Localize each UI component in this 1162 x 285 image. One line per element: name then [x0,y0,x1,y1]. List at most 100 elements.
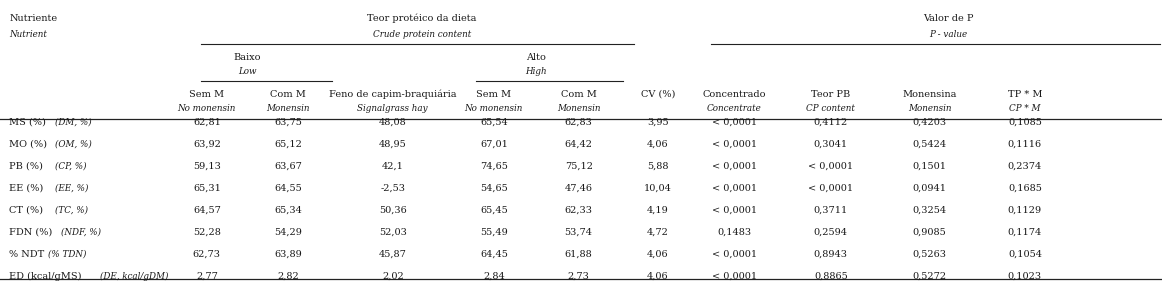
Text: 0,4203: 0,4203 [912,117,947,127]
Text: CP content: CP content [806,104,855,113]
Text: 64,57: 64,57 [193,206,221,215]
Text: < 0,0001: < 0,0001 [712,250,756,259]
Text: 52,03: 52,03 [379,228,407,237]
Text: Crude protein content: Crude protein content [373,30,471,39]
Text: Nutriente: Nutriente [9,14,57,23]
Text: 62,73: 62,73 [193,250,221,259]
Text: Monensin: Monensin [908,104,952,113]
Text: (DM, %): (DM, %) [55,117,92,127]
Text: < 0,0001: < 0,0001 [712,184,756,193]
Text: Teor protéico da dieta: Teor protéico da dieta [367,14,476,23]
Text: 52,28: 52,28 [193,228,221,237]
Text: 4,06: 4,06 [647,250,668,259]
Text: TP * M: TP * M [1007,89,1042,99]
Text: 65,54: 65,54 [480,117,508,127]
Text: 62,83: 62,83 [565,117,593,127]
Text: 0,1023: 0,1023 [1007,272,1042,281]
Text: 63,89: 63,89 [274,250,302,259]
Text: < 0,0001: < 0,0001 [712,140,756,148]
Text: 5,88: 5,88 [647,162,668,171]
Text: 4,19: 4,19 [647,206,668,215]
Text: Feno de capim-braquiária: Feno de capim-braquiária [329,89,457,99]
Text: 0,5272: 0,5272 [912,272,947,281]
Text: 2,73: 2,73 [568,272,589,281]
Text: 53,74: 53,74 [565,228,593,237]
Text: 64,42: 64,42 [565,140,593,148]
Text: 0,1685: 0,1685 [1007,184,1042,193]
Text: PB (%): PB (%) [9,162,46,171]
Text: Low: Low [238,67,257,76]
Text: < 0,0001: < 0,0001 [712,272,756,281]
Text: 62,33: 62,33 [565,206,593,215]
Text: 3,95: 3,95 [647,117,668,127]
Text: Com M: Com M [561,89,596,99]
Text: (% TDN): (% TDN) [49,250,87,259]
Text: ED (kcal/gMS): ED (kcal/gMS) [9,272,85,281]
Text: 0,4112: 0,4112 [813,117,848,127]
Text: Nutrient: Nutrient [9,30,48,39]
Text: 0,3041: 0,3041 [813,140,848,148]
Text: 0,1174: 0,1174 [1007,228,1042,237]
Text: 48,08: 48,08 [379,117,407,127]
Text: 61,88: 61,88 [565,250,593,259]
Text: CP * M: CP * M [1009,104,1041,113]
Text: Sem M: Sem M [189,89,224,99]
Text: 65,12: 65,12 [274,140,302,148]
Text: 45,87: 45,87 [379,250,407,259]
Text: Signalgrass hay: Signalgrass hay [358,104,428,113]
Text: Com M: Com M [271,89,306,99]
Text: < 0,0001: < 0,0001 [712,206,756,215]
Text: 63,92: 63,92 [193,140,221,148]
Text: 2,77: 2,77 [196,272,217,281]
Text: FDN (%): FDN (%) [9,228,56,237]
Text: 0,3254: 0,3254 [912,206,947,215]
Text: (EE, %): (EE, %) [55,184,88,193]
Text: 4,06: 4,06 [647,272,668,281]
Text: 55,49: 55,49 [480,228,508,237]
Text: 74,65: 74,65 [480,162,508,171]
Text: No monensin: No monensin [465,104,523,113]
Text: 64,45: 64,45 [480,250,508,259]
Text: MO (%): MO (%) [9,140,50,148]
Text: 0,1085: 0,1085 [1007,117,1042,127]
Text: 65,34: 65,34 [274,206,302,215]
Text: 0,9085: 0,9085 [912,228,947,237]
Text: P - value: P - value [930,30,967,39]
Text: 4,72: 4,72 [647,228,668,237]
Text: 0,8865: 0,8865 [813,272,848,281]
Text: 65,31: 65,31 [193,184,221,193]
Text: (TC, %): (TC, %) [55,206,88,215]
Text: 0,1116: 0,1116 [1007,140,1042,148]
Text: 2,84: 2,84 [483,272,504,281]
Text: CV (%): CV (%) [640,89,675,99]
Text: 50,36: 50,36 [379,206,407,215]
Text: 2,02: 2,02 [382,272,403,281]
Text: Alto: Alto [526,52,546,62]
Text: < 0,0001: < 0,0001 [712,162,756,171]
Text: 4,06: 4,06 [647,140,668,148]
Text: EE (%): EE (%) [9,184,46,193]
Text: Monensina: Monensina [903,89,956,99]
Text: Teor PB: Teor PB [811,89,851,99]
Text: High: High [525,67,547,76]
Text: 0,8943: 0,8943 [813,250,848,259]
Text: Concentrado: Concentrado [703,89,766,99]
Text: Valor de P: Valor de P [923,14,974,23]
Text: No monensin: No monensin [178,104,236,113]
Text: 59,13: 59,13 [193,162,221,171]
Text: (CP, %): (CP, %) [55,162,86,171]
Text: 67,01: 67,01 [480,140,508,148]
Text: < 0,0001: < 0,0001 [809,162,853,171]
Text: % NDT: % NDT [9,250,48,259]
Text: 62,81: 62,81 [193,117,221,127]
Text: 54,65: 54,65 [480,184,508,193]
Text: 0,3711: 0,3711 [813,206,848,215]
Text: (NDF, %): (NDF, %) [62,228,101,237]
Text: 0,1054: 0,1054 [1007,250,1042,259]
Text: 0,1129: 0,1129 [1007,206,1042,215]
Text: -2,53: -2,53 [380,184,406,193]
Text: 2,82: 2,82 [278,272,299,281]
Text: MS (%): MS (%) [9,117,49,127]
Text: < 0,0001: < 0,0001 [809,184,853,193]
Text: (OM, %): (OM, %) [55,140,92,148]
